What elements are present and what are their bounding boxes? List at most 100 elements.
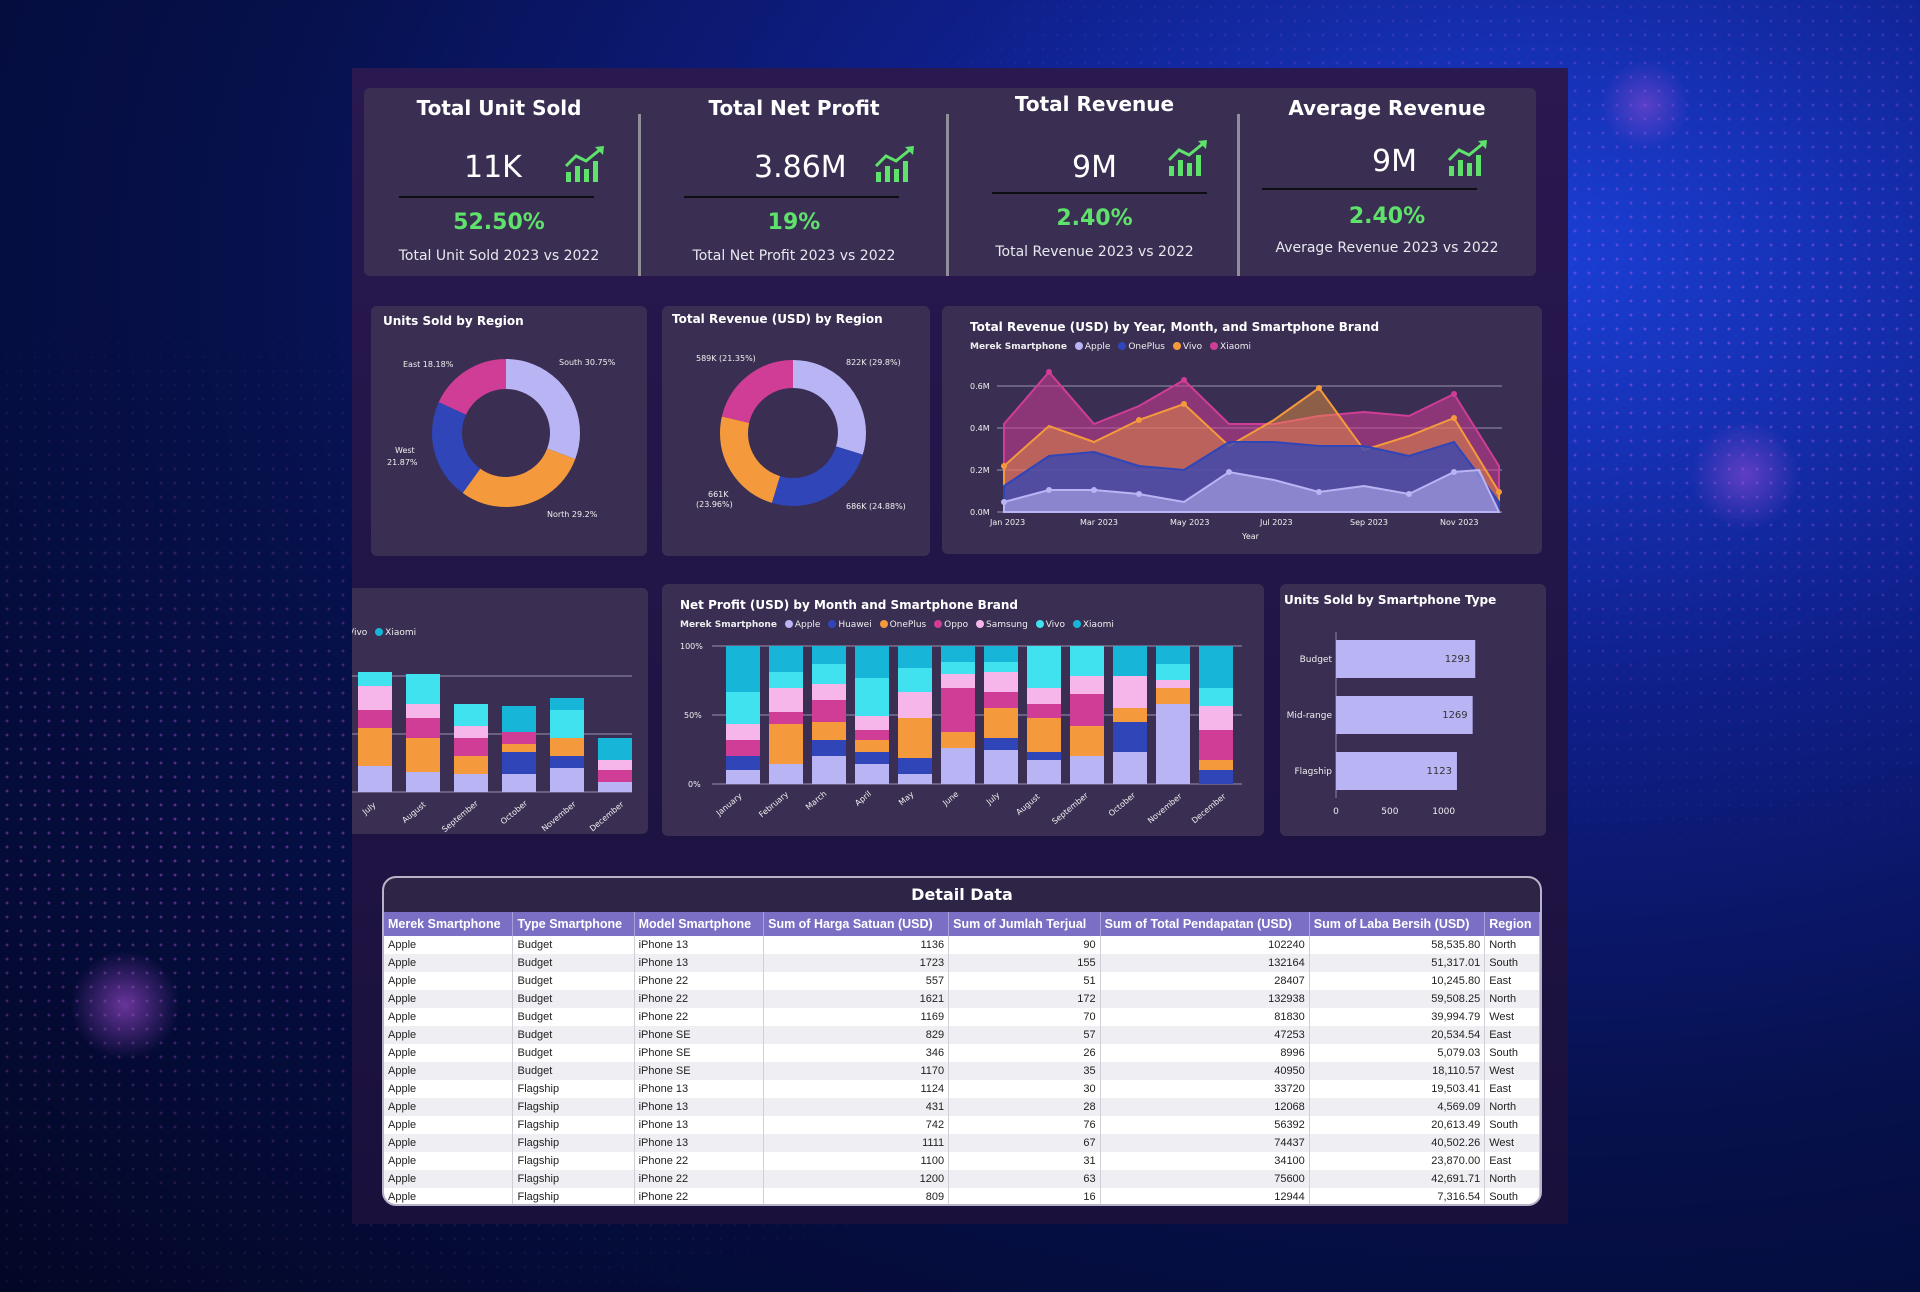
table-cell: 20,613.49 — [1309, 1116, 1486, 1134]
data-table[interactable]: Merek Smartphone Type Smartphone Model Sma… — [384, 912, 1540, 1204]
legend-item[interactable]: Huawei — [838, 620, 872, 630]
legend-item[interactable]: Xiaomi — [1220, 342, 1251, 352]
legend-title: Merek Smartphone — [680, 620, 777, 630]
table-row[interactable]: Apple Budget iPhone 22 1621 172 132938 59,508.… — [384, 990, 1540, 1008]
table-cell: East — [1484, 1080, 1540, 1098]
chart-legend: Merek Smartphone Apple OnePlus Vivo Xiao… — [970, 342, 1251, 352]
partial-stacked-chart-card[interactable]: Vivo Xiaomi July August September Octobe… — [352, 588, 648, 834]
column-header[interactable]: Sum of Laba Bersih (USD) — [1309, 912, 1486, 936]
table-row[interactable]: Apple Flagship iPhone 22 1100 31 34100 23,870.… — [384, 1152, 1540, 1170]
revenue-by-region-card[interactable]: Total Revenue (USD) by Region 589K (21.3… — [662, 306, 930, 556]
slice-label: 822K (29.8%) — [846, 358, 901, 367]
table-row[interactable]: Apple Budget iPhone 22 1169 70 81830 39,994.79… — [384, 1008, 1540, 1026]
table-cell: 155 — [948, 954, 1101, 972]
legend-item[interactable]: OnePlus — [889, 620, 927, 630]
x-tick: 0 — [1333, 807, 1339, 817]
table-cell: iPhone 13 — [634, 954, 765, 972]
x-tick: Jan 2023 — [990, 518, 1026, 527]
bar[interactable] — [1336, 640, 1476, 678]
legend-item[interactable]: Vivo — [1182, 342, 1203, 352]
table-row[interactable]: Apple Flagship iPhone 13 742 76 56392 20,613.4… — [384, 1116, 1540, 1134]
kpi-panel: Total Unit Sold 11K 52.50% Total Unit So… — [364, 88, 1536, 276]
table-cell: Flagship — [512, 1188, 635, 1204]
legend-item[interactable]: Vivo — [1045, 620, 1066, 630]
legend-swatch — [375, 628, 384, 636]
table-cell: 47253 — [1100, 1026, 1310, 1044]
legend-item[interactable]: Xiaomi — [385, 628, 417, 638]
table-cell: iPhone 13 — [634, 1098, 765, 1116]
net-profit-card[interactable]: Net Profit (USD) by Month and Smartphone… — [662, 584, 1264, 836]
table-cell: 56392 — [1100, 1116, 1310, 1134]
table-row[interactable]: Apple Budget iPhone SE 346 26 8996 5,079.03 Sou… — [384, 1044, 1540, 1062]
legend-item[interactable]: Apple — [1084, 342, 1111, 352]
units-region-donut[interactable] — [431, 358, 581, 508]
revenue-trend-card[interactable]: Total Revenue (USD) by Year, Month, and … — [942, 306, 1542, 554]
column-header[interactable]: Sum of Harga Satuan (USD) — [763, 912, 950, 936]
card-title: Net Profit (USD) by Month and Smartphone… — [680, 598, 1018, 612]
units-by-region-card[interactable]: Units Sold by Region East 18.18% South 3… — [371, 306, 647, 556]
table-cell: East — [1484, 1026, 1540, 1044]
column-header[interactable]: Merek Smartphone — [384, 912, 514, 936]
kpi-value: 9M — [1372, 144, 1417, 179]
legend-swatch — [828, 620, 837, 628]
table-cell: 57 — [948, 1026, 1101, 1044]
kpi-caption: Total Net Profit 2023 vs 2022 — [692, 248, 896, 264]
kpi-total-unit-sold[interactable]: Total Unit Sold 11K 52.50% Total Unit So… — [364, 88, 634, 276]
table-row[interactable]: Apple Budget iPhone 13 1136 90 102240 58,535.8… — [384, 936, 1540, 954]
table-cell: 4,569.09 — [1309, 1098, 1486, 1116]
bar[interactable] — [1336, 696, 1473, 734]
partial-stacked-chart[interactable] — [352, 588, 648, 834]
table-row[interactable]: Apple Flagship iPhone 22 809 16 12944 7,316.54… — [384, 1188, 1540, 1204]
legend-item[interactable]: Oppo — [944, 620, 969, 630]
legend-item[interactable]: Apple — [794, 620, 821, 630]
table-cell: 34100 — [1100, 1152, 1310, 1170]
bar[interactable] — [1336, 752, 1457, 790]
kpi-average-revenue[interactable]: Average Revenue 9M 2.40% Average Revenue… — [1242, 88, 1532, 276]
table-row[interactable]: Apple Flagship iPhone 13 1111 67 74437 40,502.… — [384, 1134, 1540, 1152]
kpi-total-net-profit[interactable]: Total Net Profit 3.86M 19% Total Net Pro… — [644, 88, 944, 276]
card-title: Units Sold by Smartphone Type — [1284, 593, 1497, 607]
table-row[interactable]: Apple Budget iPhone 22 557 51 28407 10,245.80 E… — [384, 972, 1540, 990]
legend-item[interactable]: Vivo — [352, 628, 368, 638]
card-title: Total Revenue (USD) by Year, Month, and … — [970, 320, 1380, 334]
table-cell: 90 — [948, 936, 1101, 954]
units-by-type-chart[interactable]: Budget 1293 Mid-range 1269 Flagship 1123 0 500 1… — [1280, 584, 1546, 836]
category-label: Mid-range — [1287, 711, 1333, 721]
kpi-change: 52.50% — [453, 210, 545, 235]
detail-data-table[interactable]: Detail Data Merek Smartphone Type Smartph… — [382, 876, 1542, 1206]
table-row[interactable]: Apple Flagship iPhone 13 1124 30 33720 19,503.… — [384, 1080, 1540, 1098]
legend-item[interactable]: OnePlus — [1128, 342, 1165, 352]
legend-item[interactable]: Samsung — [986, 620, 1028, 630]
table-cell: 1136 — [763, 936, 950, 954]
column-header[interactable]: Type Smartphone — [512, 912, 635, 936]
revenue-trend-chart[interactable] — [942, 306, 1542, 554]
legend-item[interactable]: Xiaomi — [1082, 620, 1114, 630]
revenue-region-donut[interactable] — [718, 358, 868, 508]
table-row[interactable]: Apple Budget iPhone SE 1170 35 40950 18,110.57… — [384, 1062, 1540, 1080]
column-header[interactable]: Sum of Total Pendapatan (USD) — [1100, 912, 1310, 936]
column-header[interactable]: Region — [1484, 912, 1540, 936]
table-cell: iPhone 22 — [634, 1152, 765, 1170]
column-header[interactable]: Sum of Jumlah Terjual — [948, 912, 1101, 936]
table-cell: 1621 — [763, 990, 950, 1008]
table-cell: Budget — [512, 954, 635, 972]
table-cell: Flagship — [512, 1170, 635, 1188]
table-row[interactable]: Apple Flagship iPhone 22 1200 63 75600 42,691.… — [384, 1170, 1540, 1188]
kpi-total-revenue[interactable]: Total Revenue 9M 2.40% Total Revenue 202… — [952, 88, 1237, 276]
table-row[interactable]: Apple Flagship iPhone 13 431 28 12068 4,569.09… — [384, 1098, 1540, 1116]
table-cell: 30 — [948, 1080, 1101, 1098]
net-profit-chart[interactable] — [662, 584, 1264, 836]
table-cell: South — [1484, 1044, 1540, 1062]
table-cell: 33720 — [1100, 1080, 1310, 1098]
legend-swatch — [976, 620, 985, 628]
table-cell: 1100 — [763, 1152, 950, 1170]
column-header[interactable]: Model Smartphone — [634, 912, 765, 936]
table-cell: 26 — [948, 1044, 1101, 1062]
table-cell: West — [1484, 1008, 1540, 1026]
trend-up-icon — [874, 146, 914, 182]
table-row[interactable]: Apple Budget iPhone SE 829 57 47253 20,534.54 E… — [384, 1026, 1540, 1044]
y-tick: 0.6M — [970, 382, 990, 391]
units-by-type-card[interactable]: Units Sold by Smartphone Type Budget 1293… — [1280, 584, 1546, 836]
table-row[interactable]: Apple Budget iPhone 13 1723 155 132164 51,317.… — [384, 954, 1540, 972]
kpi-value: 11K — [464, 150, 522, 185]
